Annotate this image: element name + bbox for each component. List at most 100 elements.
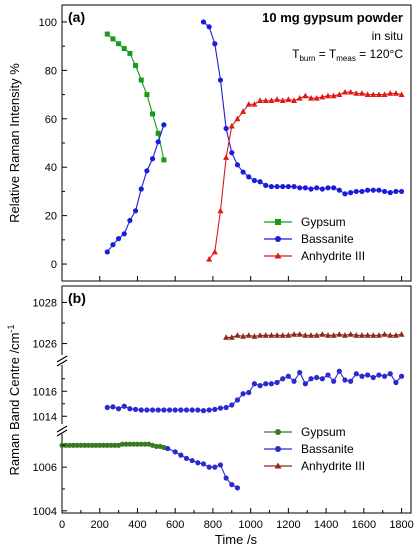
x-tick-label: 400: [128, 519, 146, 531]
data-point-a-2: [245, 101, 252, 107]
data-point-b-0: [108, 442, 114, 448]
data-point-a-1: [161, 122, 167, 128]
data-point-b-1: [178, 452, 184, 458]
x-tick-label: 1000: [238, 519, 262, 531]
data-point-b-1: [195, 460, 201, 466]
data-point-b-1: [342, 377, 348, 383]
x-tick-label: 800: [204, 519, 222, 531]
data-point-b-0: [70, 442, 76, 448]
data-point-a-1: [342, 191, 348, 197]
panel-b-x-ticks: 0 200 400 600 800 1000 1200 1400 1600 1800: [59, 276, 414, 531]
axis-break-marks: [56, 355, 68, 437]
data-point-a-1: [257, 179, 263, 185]
data-point-b-1: [212, 464, 218, 470]
data-point-a-1: [246, 174, 252, 180]
data-point-a-1: [138, 186, 144, 192]
data-point-b-1: [217, 462, 224, 468]
y-tick-label-b: 1006: [33, 462, 57, 474]
data-point-a-1: [234, 162, 241, 168]
data-point-b-1: [263, 381, 269, 387]
x-tick-label: 1200: [276, 519, 300, 531]
panel-b-x-axis-label: Time /s: [215, 532, 258, 547]
data-point-b-2: [234, 332, 241, 338]
data-point-b-2: [341, 332, 348, 338]
y-tick-label-a: 100: [39, 17, 57, 29]
data-point-a-2: [217, 207, 224, 214]
data-point-a-1: [251, 177, 258, 184]
data-point-b-1: [104, 404, 110, 411]
data-point-b-1: [291, 378, 297, 384]
panel-a-condition: Tburn = Tmeas = 120°C: [292, 47, 403, 63]
data-point-a-1: [200, 19, 207, 25]
data-point-b-1: [195, 407, 201, 413]
data-point-b-2: [392, 332, 399, 338]
data-point-b-1: [314, 374, 320, 381]
data-point-a-1: [285, 183, 291, 190]
panel-a-series: [104, 19, 405, 262]
y-tick-label-a: 40: [45, 162, 57, 174]
data-point-a-1: [229, 150, 235, 156]
data-point-b-0: [138, 441, 144, 447]
data-point-b-1: [144, 407, 150, 413]
data-point-b-1: [206, 407, 212, 413]
data-point-b-2: [302, 332, 309, 338]
data-point-b-1: [200, 408, 207, 414]
data-point-a-0: [155, 130, 161, 136]
data-point-a-1: [240, 169, 246, 175]
data-point-a-1: [365, 187, 371, 193]
data-point-a-0: [104, 31, 110, 37]
data-point-a-2: [308, 95, 315, 101]
data-point-a-1: [314, 185, 320, 191]
series-line-a-0: [106, 33, 165, 161]
series-line-a-1: [106, 124, 165, 253]
data-point-b-2: [228, 334, 235, 340]
data-point-a-2: [336, 91, 343, 97]
data-point-a-1: [291, 183, 297, 190]
data-point-b-0: [104, 442, 110, 448]
y-tick-label-b: 1016: [33, 386, 57, 398]
data-point-a-1: [398, 188, 405, 195]
data-point-a-2: [251, 101, 258, 107]
data-point-a-1: [302, 185, 308, 191]
data-point-a-1: [325, 185, 331, 191]
data-point-b-0: [131, 441, 137, 447]
data-point-a-2: [279, 97, 286, 104]
data-point-b-1: [348, 378, 354, 384]
data-point-b-1: [132, 406, 139, 412]
data-point-b-2: [268, 332, 275, 338]
data-point-b-0: [93, 442, 99, 448]
data-point-b-1: [319, 376, 325, 382]
data-point-b-1: [200, 461, 207, 467]
data-point-b-1: [280, 376, 286, 382]
data-point-a-2: [274, 96, 281, 102]
data-point-b-2: [291, 331, 298, 337]
data-point-b-2: [336, 331, 343, 337]
data-point-a-2: [381, 91, 388, 97]
x-tick-label: 0: [59, 519, 65, 531]
data-point-b-1: [398, 373, 405, 379]
data-point-b-1: [336, 368, 342, 374]
data-point-a-2: [341, 88, 348, 95]
data-point-b-2: [285, 332, 292, 338]
data-point-b-1: [365, 372, 371, 378]
data-point-a-2: [353, 90, 360, 96]
panel-a-subtitle: in situ: [372, 29, 403, 43]
data-point-a-1: [393, 188, 399, 195]
legend-a-gypsum: Gypsum: [301, 215, 346, 229]
data-point-a-2: [358, 90, 365, 96]
data-point-b-1: [183, 455, 190, 461]
data-point-b-0: [153, 443, 159, 449]
data-point-a-2: [364, 91, 371, 97]
data-point-b-0: [119, 441, 125, 447]
panel-a-y-axis-label: Relative Raman Intensity %: [7, 63, 22, 223]
data-point-a-2: [291, 97, 298, 104]
data-point-b-1: [189, 457, 195, 464]
data-point-a-0: [121, 46, 127, 52]
data-point-b-2: [296, 331, 303, 337]
panel-a-label: (a): [68, 9, 85, 25]
data-point-a-2: [223, 154, 230, 160]
data-point-b-1: [331, 378, 337, 384]
panel-a-legend: Gypsum Bassanite Anhydrite III: [264, 215, 365, 263]
data-point-a-1: [223, 125, 229, 132]
